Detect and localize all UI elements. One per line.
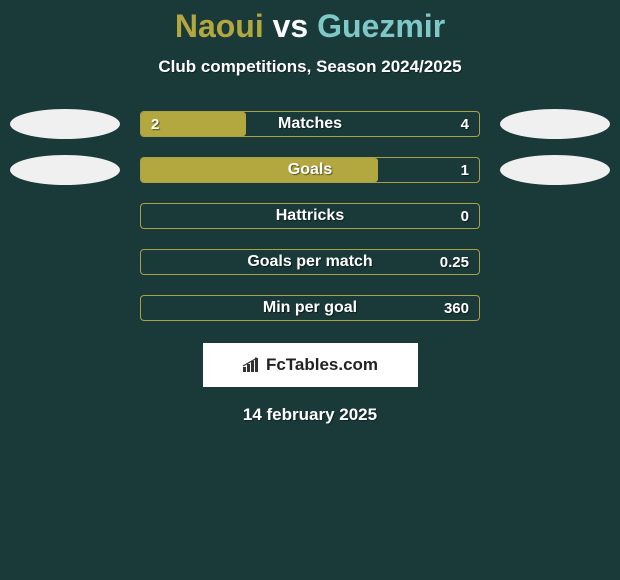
stat-bar: Min per goal360 xyxy=(140,295,480,321)
date-label: 14 february 2025 xyxy=(0,405,620,425)
stat-right-value: 1 xyxy=(461,162,469,179)
bar-chart-icon xyxy=(242,357,262,373)
stat-bar: Goals per match0.25 xyxy=(140,249,480,275)
stat-bars: 2Matches4 Goals1 Hattricks0 Goals per match… xyxy=(0,107,620,325)
player1-name: Naoui xyxy=(175,8,264,44)
player2-name: Guezmir xyxy=(317,8,445,44)
stat-label: Matches xyxy=(141,115,479,133)
spacer xyxy=(10,247,120,277)
stat-right-value: 0 xyxy=(461,208,469,225)
player-badge-left xyxy=(10,155,120,185)
spacer xyxy=(500,247,610,277)
stat-right-value: 360 xyxy=(444,300,469,317)
player-badge-right xyxy=(500,155,610,185)
spacer xyxy=(10,201,120,231)
stat-row: Goals per match0.25 xyxy=(0,245,620,279)
fctables-logo[interactable]: FcTables.com xyxy=(203,343,418,387)
stat-label: Hattricks xyxy=(141,207,479,225)
stat-row: Hattricks0 xyxy=(0,199,620,233)
stat-right-value: 0.25 xyxy=(440,254,469,271)
stat-label: Goals per match xyxy=(141,253,479,271)
page-title: Naoui vs Guezmir xyxy=(0,8,620,45)
stat-row: 2Matches4 xyxy=(0,107,620,141)
stat-row: Min per goal360 xyxy=(0,291,620,325)
stat-right-value: 4 xyxy=(461,116,469,133)
subtitle: Club competitions, Season 2024/2025 xyxy=(0,57,620,77)
vs-text: vs xyxy=(264,8,317,44)
player-badge-left xyxy=(10,109,120,139)
spacer xyxy=(10,293,120,323)
stat-bar: Hattricks0 xyxy=(140,203,480,229)
stat-bar: 2Matches4 xyxy=(140,111,480,137)
stat-label: Min per goal xyxy=(141,299,479,317)
player-badge-right xyxy=(500,109,610,139)
spacer xyxy=(500,201,610,231)
comparison-card: Naoui vs Guezmir Club competitions, Seas… xyxy=(0,0,620,425)
stat-label: Goals xyxy=(141,161,479,179)
logo-text: FcTables.com xyxy=(266,355,378,375)
stat-row: Goals1 xyxy=(0,153,620,187)
stat-bar: Goals1 xyxy=(140,157,480,183)
spacer xyxy=(500,293,610,323)
